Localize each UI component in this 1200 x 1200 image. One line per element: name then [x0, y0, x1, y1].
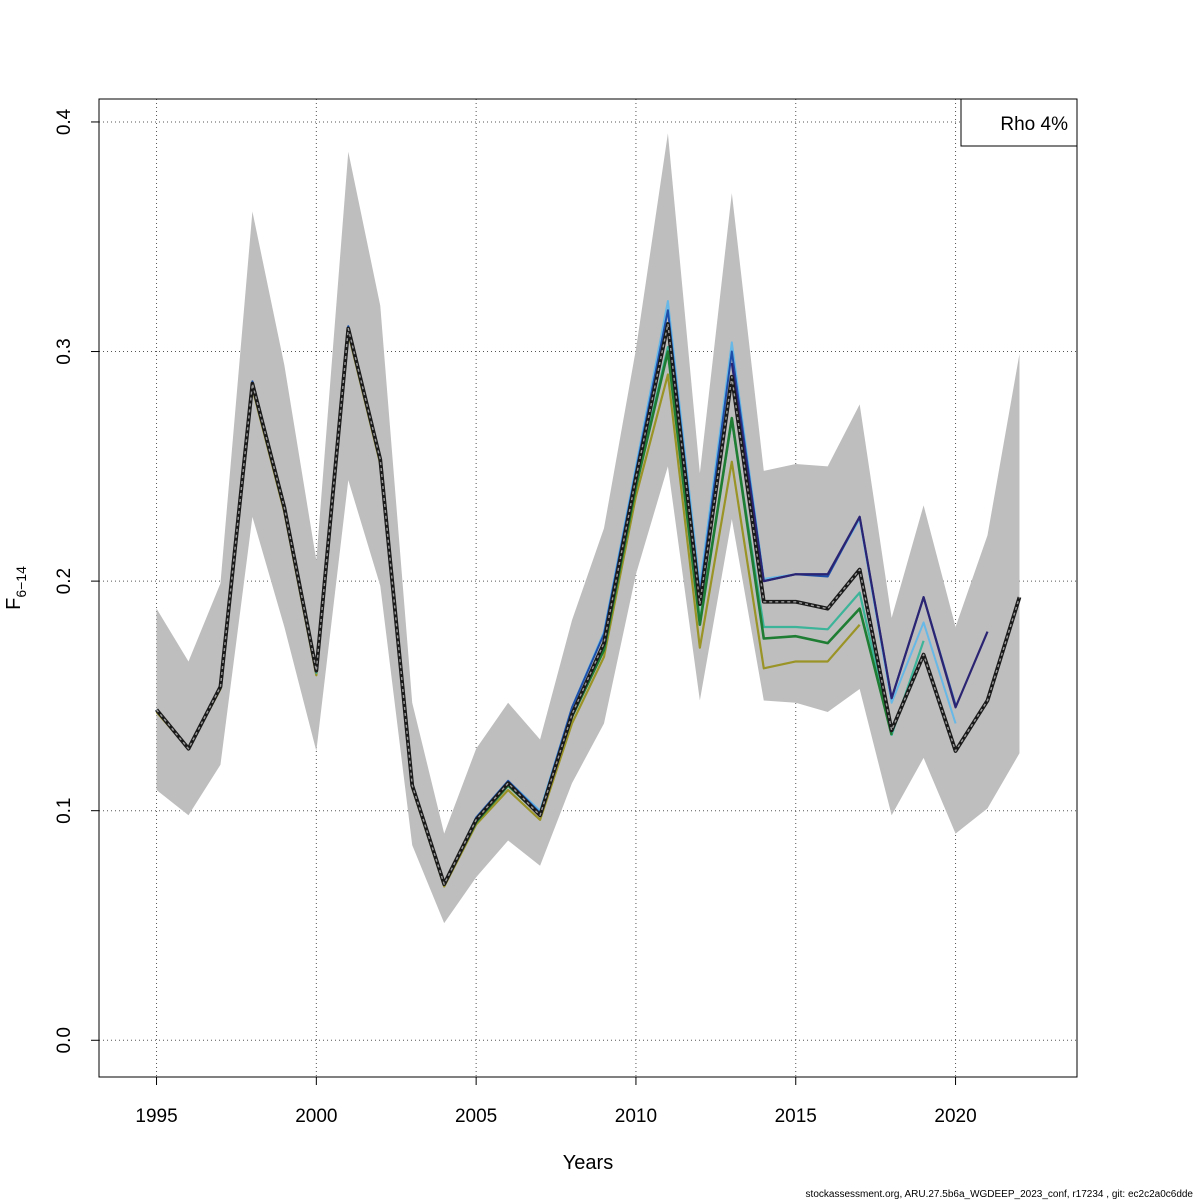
y-tick-label: 0.1 [54, 797, 75, 823]
legend-label: Rho 4% [1000, 114, 1068, 135]
x-tick-label: 2015 [775, 1106, 817, 1127]
x-tick-label: 2005 [455, 1106, 497, 1127]
y-tick-label: 0.3 [54, 338, 75, 364]
y-tick-label: 0.0 [54, 1027, 75, 1053]
legend-box [960, 98, 1078, 147]
y-tick-label: 0.2 [54, 568, 75, 594]
confidence-band-group [156, 133, 1020, 924]
legend: Rho 4% [960, 98, 1078, 147]
y-tick-label: 0.4 [54, 108, 75, 135]
x-tick-label: 2000 [295, 1106, 337, 1127]
footer-source: stockassessment.org, ARU.27.5b6a_WGDEEP_… [806, 1189, 1194, 1200]
y-axis-title: F6−14 [3, 566, 29, 610]
x-tick-label: 2020 [934, 1106, 976, 1127]
axes: 1995 2000 2005 2010 2015 2020 0.0 0.1 0.2 0.3 0.4 [54, 108, 977, 1127]
x-axis-title: Years [563, 1152, 613, 1174]
series-line-peel-2 [730, 362, 989, 709]
series-line-base-dash [155, 323, 1021, 885]
x-tick-label: 1995 [135, 1106, 177, 1127]
plot-frame [98, 98, 1078, 1078]
series-group [155, 300, 1022, 888]
y-axis-title-subscript: 6−14 [13, 566, 29, 598]
y-axis-title-main: F [3, 598, 25, 610]
confidence-band [156, 133, 1020, 924]
x-tick-label: 2010 [615, 1106, 657, 1127]
